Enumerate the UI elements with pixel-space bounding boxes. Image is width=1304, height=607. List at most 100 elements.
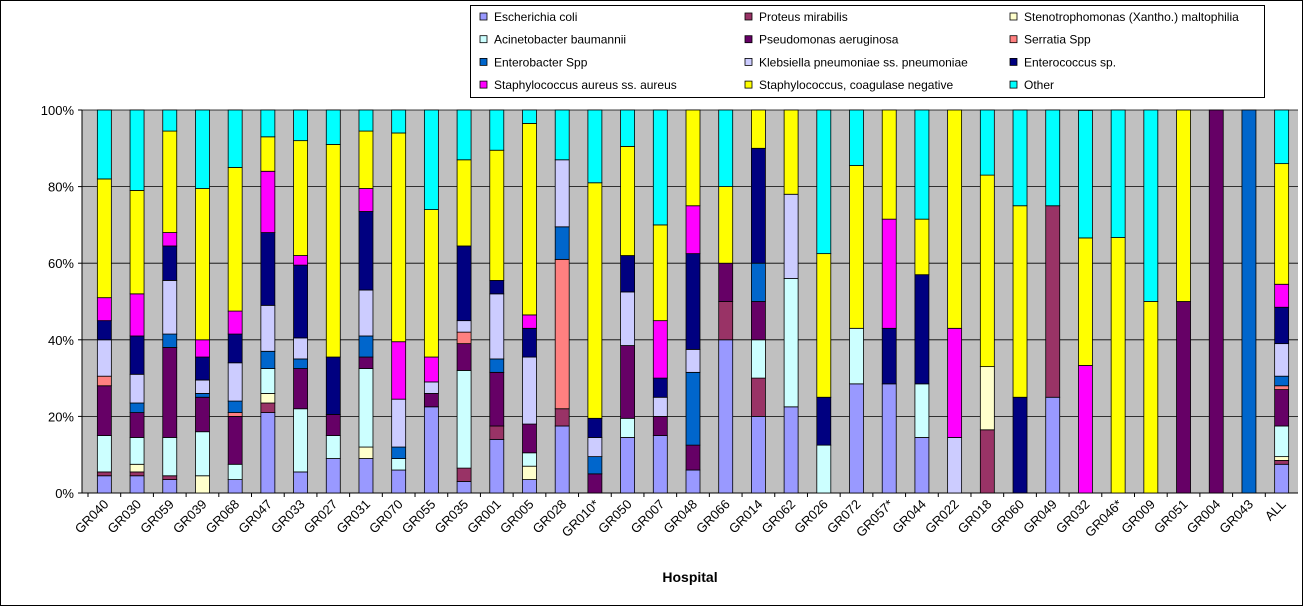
bar-segment: [554, 408, 570, 427]
bar-segment: [783, 109, 799, 195]
legend-swatch: [479, 12, 488, 21]
bar-segment: [96, 109, 112, 180]
bar-segment: [227, 415, 243, 465]
y-tick-label: 100%: [41, 103, 75, 118]
bar-segment: [96, 385, 112, 436]
bar-segment: [522, 479, 537, 494]
bar-segment: [195, 356, 210, 381]
legend-swatch: [479, 35, 488, 44]
bar-segment: [816, 253, 832, 398]
bar-segment: [423, 381, 439, 394]
bar-segment: [358, 109, 374, 132]
bar-segment: [522, 123, 537, 316]
bar-segment: [129, 412, 145, 438]
bar-segment: [260, 412, 276, 494]
bar-segment: [129, 190, 145, 295]
bar-segment: [1012, 109, 1028, 207]
bar-segment: [751, 147, 766, 264]
bar-segment: [947, 327, 963, 438]
bar-segment: [751, 262, 766, 302]
bar-segment: [1078, 237, 1093, 366]
y-tick-label: 60%: [48, 256, 74, 271]
bar-segment: [587, 182, 603, 419]
legend-swatch: [744, 80, 753, 89]
bar-segment: [195, 339, 210, 358]
bar-segment: [783, 193, 799, 279]
bar-segment: [293, 109, 308, 142]
bar-segment: [260, 136, 276, 172]
bar-segment: [685, 253, 701, 350]
bar-segment: [783, 406, 799, 494]
bar-segment: [620, 417, 635, 438]
bar-segment: [914, 274, 930, 385]
bar-segment: [456, 109, 472, 161]
bar-segment: [456, 320, 472, 333]
bar-segment: [227, 479, 243, 494]
bar-segment: [325, 414, 341, 436]
bar-segment: [489, 438, 505, 494]
legend-label: Staphylococcus, coagulase negative: [759, 78, 953, 92]
bar-segment: [260, 350, 276, 369]
bar-segment: [96, 297, 112, 322]
legend-swatch: [744, 12, 753, 21]
bar-segment: [1045, 396, 1061, 494]
bar-segment: [129, 471, 145, 477]
bar-segment: [522, 356, 537, 425]
bar-segment: [358, 356, 374, 369]
bar-segment: [849, 165, 864, 329]
bar-segment: [849, 109, 864, 166]
legend-swatch: [1009, 35, 1018, 44]
bar-segment: [1274, 343, 1290, 377]
bar-segment: [129, 373, 145, 404]
bar-segment: [554, 159, 570, 228]
bar-segment: [293, 471, 308, 494]
bar-segment: [129, 402, 145, 413]
bar-segment: [554, 258, 570, 410]
bar-segment: [1143, 109, 1159, 302]
bar-segment: [129, 335, 145, 375]
bar-segment: [489, 425, 505, 440]
bar-segment: [325, 144, 341, 358]
bar-segment: [947, 109, 963, 329]
bar-segment: [293, 337, 308, 360]
x-axis-label: Hospital: [662, 569, 717, 585]
bar-segment: [652, 435, 668, 494]
bar-segment: [456, 370, 472, 469]
bar-segment: [718, 262, 734, 302]
bar-segment: [162, 479, 178, 494]
bar-segment: [1045, 205, 1061, 398]
legend-label: Klebsiella pneumoniae ss. pneumoniae: [759, 55, 968, 69]
bar-segment: [162, 280, 178, 335]
bar-segment: [260, 109, 276, 138]
bar-segment: [620, 291, 635, 346]
bar-segment: [914, 218, 930, 276]
bar-segment: [554, 109, 570, 161]
bar-segment: [1078, 109, 1093, 239]
y-tick-label: 0%: [55, 486, 74, 501]
bar-segment: [1012, 396, 1028, 494]
bar-segment: [391, 109, 407, 134]
bar-segment: [685, 109, 701, 207]
bar-segment: [423, 109, 439, 210]
bar-segment: [195, 431, 210, 477]
bar-segment: [652, 224, 668, 322]
legend-label: Serratia Spp: [1024, 33, 1091, 47]
legend-label: Enterobacter Spp: [494, 55, 588, 69]
bar-segment: [914, 109, 930, 220]
bar-segment: [1110, 109, 1126, 238]
bar-segment: [1274, 163, 1290, 285]
bar-segment: [391, 398, 407, 448]
bar-segment: [914, 437, 930, 494]
bar-segment: [685, 444, 701, 471]
bar-segment: [456, 343, 472, 371]
bar-segment: [260, 304, 276, 352]
bar-segment: [751, 415, 766, 494]
bar-segment: [129, 463, 145, 473]
bar-segment: [1012, 205, 1028, 398]
bar-segment: [751, 339, 766, 379]
bar-segment: [456, 159, 472, 247]
bar-segment: [227, 362, 243, 402]
bar-segment: [522, 452, 537, 467]
